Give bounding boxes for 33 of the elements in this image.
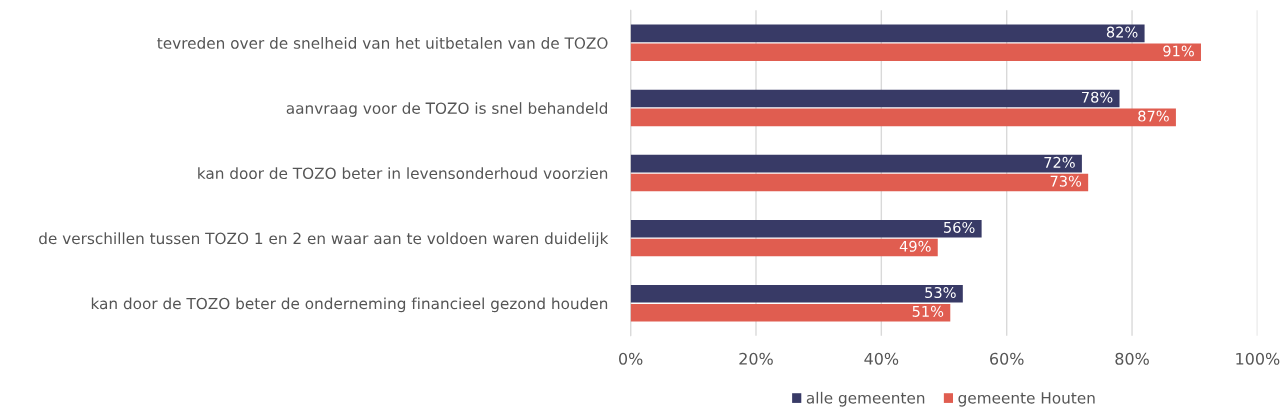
x-tick-label: 20% — [739, 352, 773, 365]
data-label: 53% — [925, 286, 956, 299]
data-label: 72% — [1044, 156, 1075, 168]
data-label: 91% — [1163, 45, 1194, 57]
y-tick-label: kan door de TOZO beter in levensonderhoud voorzien — [198, 167, 608, 180]
x-tick-label: 60% — [990, 352, 1024, 365]
y-tick-label: kan door de TOZO beter de onderneming financieel gezond houden — [91, 297, 608, 313]
data-label: 56% — [944, 221, 975, 233]
bar — [630, 285, 963, 303]
bar — [630, 24, 1145, 43]
bar — [630, 303, 951, 322]
y-tick-label: aanvraag voor de TOZO is snel behandeld — [286, 102, 608, 117]
data-label: 49% — [899, 240, 931, 252]
data-label: 51% — [912, 305, 944, 317]
bar — [630, 219, 982, 238]
x-tick-label: 0% — [619, 352, 643, 365]
bar — [630, 154, 1082, 173]
bar — [630, 173, 1089, 192]
y-tick-label: de verschillen tussen TOZO 1 en 2 en waar aan te voldoen waren duidelijk — [39, 232, 609, 248]
legend-label: alle gemeenten — [806, 391, 925, 407]
x-tick-label: 40% — [864, 352, 899, 365]
x-tick-label: 100% — [1236, 352, 1280, 365]
data-label: 82% — [1106, 26, 1138, 38]
bar — [630, 89, 1120, 108]
bar — [630, 108, 1176, 127]
bar — [630, 43, 1201, 62]
y-tick-label: tevreden over de snelheid van het uitbetalen van de TOZO — [157, 37, 608, 49]
x-tick-label: 80% — [1115, 352, 1149, 365]
data-label: 87% — [1138, 110, 1169, 122]
data-label: 73% — [1050, 175, 1082, 187]
bar — [630, 238, 938, 257]
data-label: 78% — [1082, 91, 1113, 103]
legend-label: gemeente Houten — [958, 392, 1095, 407]
